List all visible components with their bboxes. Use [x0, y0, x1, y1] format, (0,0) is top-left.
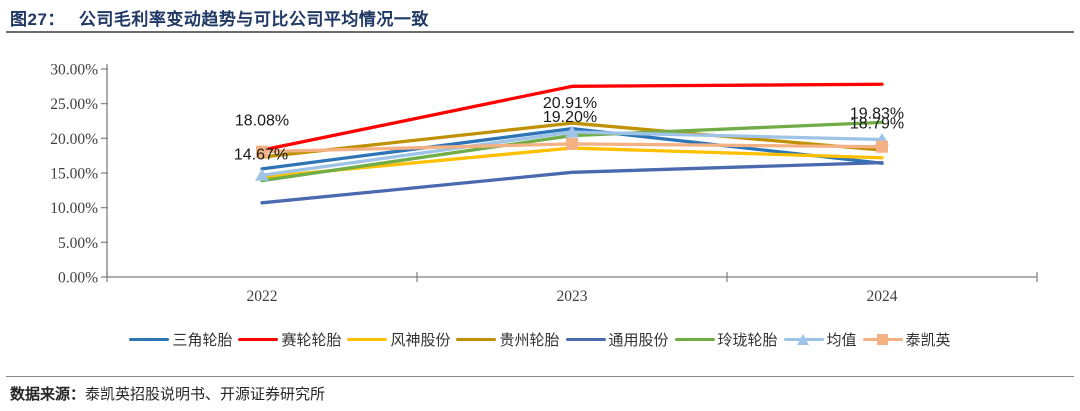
series-marker-square-7 [876, 140, 888, 153]
legend-swatch-icon [674, 331, 715, 347]
legend-label: 玲珑轮胎 [717, 332, 778, 349]
source-label: 数据来源： [10, 387, 86, 403]
legend-item-4: 通用股份 [565, 329, 669, 350]
series-line-1 [260, 82, 884, 152]
legend-label: 三角轮胎 [172, 332, 233, 349]
x-tick-label: 2023 [557, 288, 588, 305]
figure-title: 公司毛利率变动趋势与可比公司平均情况一致 [78, 10, 429, 29]
data-label: 18.08% [235, 113, 289, 130]
legend-line-icon [347, 337, 388, 342]
legend-swatch-icon [565, 331, 606, 347]
footer-divider [6, 376, 1074, 377]
source-text: 泰凯英招股说明书、开源证券研究所 [85, 387, 326, 403]
legend-item-2: 风神股份 [347, 329, 450, 350]
legend-swatch-icon [238, 331, 279, 347]
title-underline [6, 31, 1074, 33]
legend-label: 泰凯英 [905, 332, 951, 349]
y-tick-label: 15.00% [50, 166, 98, 183]
legend-swatch-icon [783, 331, 824, 347]
y-tick-label: 20.00% [50, 131, 98, 148]
x-tick-label: 2022 [247, 288, 278, 305]
legend-line-icon [238, 337, 279, 342]
legend-item-7: 泰凯英 [862, 329, 951, 350]
legend-line-icon [456, 337, 497, 342]
legend-item-6: 均值 [783, 329, 857, 350]
legend-item-5: 玲珑轮胎 [674, 329, 778, 350]
source-note: 数据来源：泰凯英招股说明书、开源证券研究所 [10, 383, 325, 404]
legend-line-icon [674, 337, 715, 342]
legend-square-marker-icon [877, 334, 889, 345]
y-tick-label: 5.00% [58, 235, 98, 252]
figure-number-label: 图27： [10, 10, 65, 29]
data-label: 20.91% [543, 95, 597, 112]
figure-header: 图27： 公司毛利率变动趋势与可比公司平均情况一致 [10, 5, 1074, 30]
legend-line-icon [565, 337, 606, 342]
legend-swatch-icon [862, 331, 903, 347]
legend-swatch-icon [456, 331, 497, 347]
x-tick-label: 2024 [867, 288, 898, 305]
series-marker-square-7 [566, 137, 578, 150]
legend-item-0: 三角轮胎 [129, 329, 232, 350]
legend-item-1: 赛轮轮胎 [238, 329, 341, 350]
legend-triangle-marker-icon [797, 333, 810, 345]
legend-swatch-icon [129, 331, 170, 347]
legend-label: 均值 [826, 332, 857, 349]
series-marker-triangle-6 [565, 125, 579, 138]
series-line-3 [260, 121, 884, 159]
y-tick-label: 0.00% [58, 270, 98, 287]
chart-legend: 三角轮胎 赛轮轮胎 风神股份 贵州轮胎 通用股份 玲珑轮胎 均值 泰凯英 [0, 326, 1080, 352]
legend-label: 贵州轮胎 [499, 332, 560, 349]
y-tick-label: 30.00% [50, 62, 98, 79]
data-label: 19.20% [543, 109, 597, 126]
legend-swatch-icon [347, 331, 388, 347]
legend-item-3: 贵州轮胎 [456, 329, 560, 350]
y-tick-label: 10.00% [50, 200, 98, 217]
legend-label: 风神股份 [390, 332, 451, 349]
y-tick-label: 25.00% [50, 96, 98, 113]
legend-label: 通用股份 [608, 332, 669, 349]
series-line-4 [260, 160, 884, 205]
data-label: 19.83% [850, 106, 904, 123]
series-marker-triangle-6 [255, 168, 269, 181]
legend-line-icon [129, 337, 170, 342]
series-marker-square-7 [256, 145, 268, 158]
legend-label: 赛轮轮胎 [281, 332, 342, 349]
data-label: 14.67% [234, 146, 288, 163]
figure-title-line: 图27： 公司毛利率变动趋势与可比公司平均情况一致 [10, 5, 1074, 30]
data-label: 18.79% [850, 116, 904, 133]
